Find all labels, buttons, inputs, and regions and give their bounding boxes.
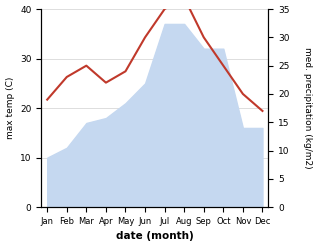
Y-axis label: med. precipitation (kg/m2): med. precipitation (kg/m2) (303, 47, 313, 169)
Y-axis label: max temp (C): max temp (C) (5, 77, 15, 139)
X-axis label: date (month): date (month) (116, 231, 194, 242)
